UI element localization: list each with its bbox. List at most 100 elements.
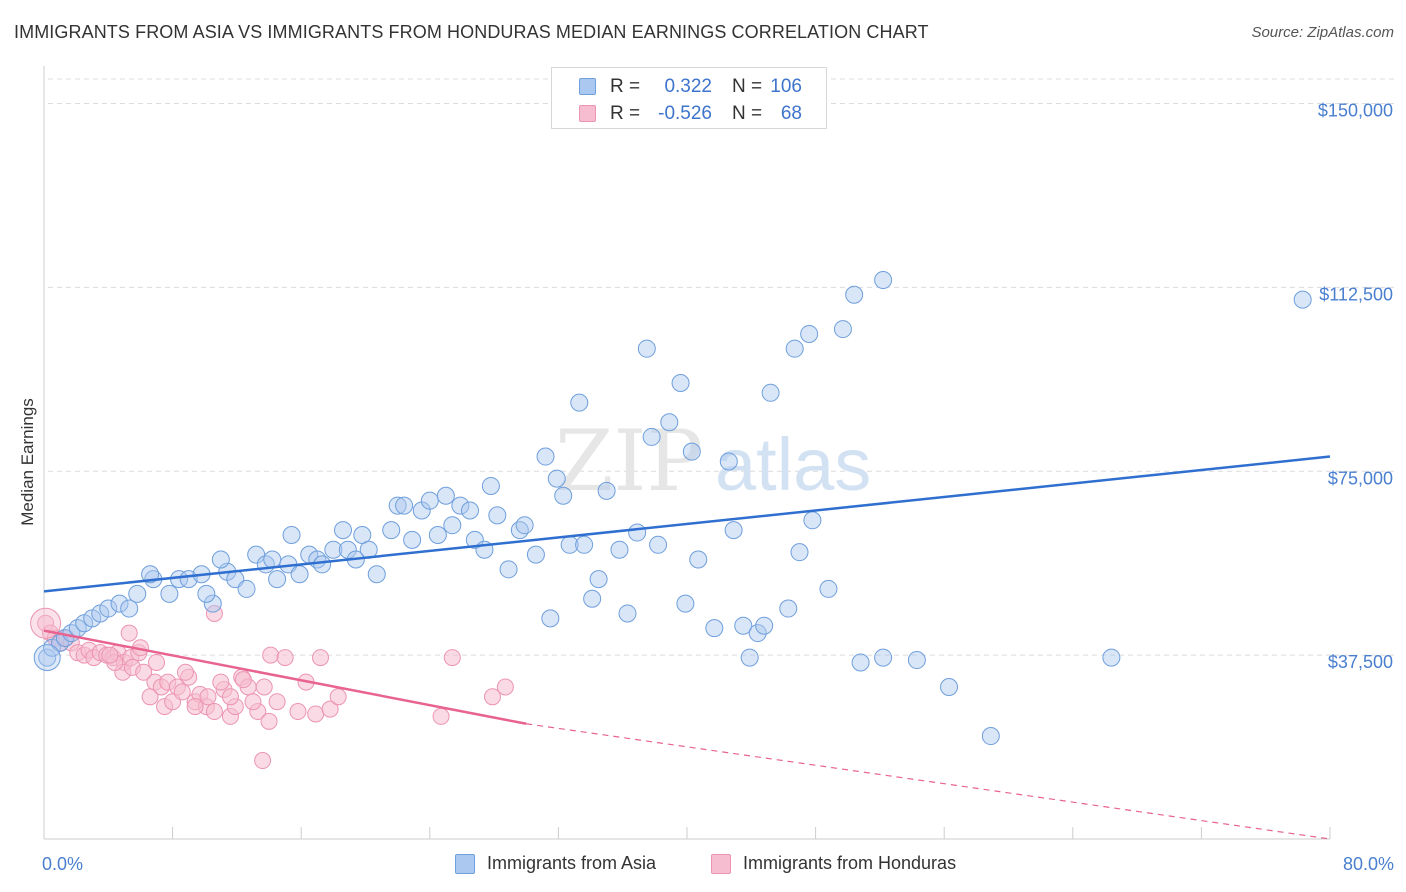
honduras-point [221,688,239,706]
x-tick-marks [43,827,1331,839]
asia-point [583,589,602,608]
stats-n-label: N = [732,103,763,124]
asia-point [803,511,822,530]
asia-point [785,339,804,358]
asia-point [110,594,129,613]
asia-point [388,496,407,515]
asia-point [689,550,708,569]
honduras-point [173,683,191,701]
stats-r-value: 0.322 [664,76,712,97]
asia-point [618,604,637,623]
asia-point [282,526,301,544]
x-tick-max: 80.0% [1343,854,1394,874]
honduras-point [496,678,514,696]
watermark: ZIP atlas [555,412,871,510]
asia-point [33,644,61,672]
asia-point [676,594,695,613]
stats-n-value: 106 [770,76,802,97]
asia-point [724,521,743,540]
asia-point [263,550,282,569]
asia-point [748,624,767,643]
asia-point [428,526,447,544]
asia-point [443,516,462,535]
asia-point [120,599,139,618]
asia-point [451,496,470,515]
honduras-point [186,698,204,716]
asia-point [637,339,656,358]
stats-row-asia: R = 0.322 N = 106 [552,74,826,100]
asia-point [705,619,724,638]
y-axis-label: Median Earnings [18,398,37,526]
asia-trend-line [43,455,1331,593]
honduras-point [205,703,223,721]
asia-point [481,476,500,495]
asia-point [541,609,560,628]
asia-point [488,506,507,525]
asia-point [268,570,287,589]
honduras-point [199,688,217,706]
asia-point [324,540,343,559]
asia-point [141,565,160,584]
asia-point [38,648,57,667]
honduras-point [262,646,280,664]
chart-title: IMMIGRANTS FROM ASIA VS IMMIGRANTS FROM … [14,22,929,42]
honduras-point [244,693,262,711]
honduras-point [307,705,325,723]
stats-r-label: R = [610,76,641,97]
asia-point [460,501,479,520]
asia-point [1102,648,1121,667]
honduras-point [212,673,230,691]
asia-point [940,678,959,696]
y-tick-label: $75,000 [1328,468,1393,488]
y-tick-label: $37,500 [1328,652,1393,672]
asia-point [333,521,352,540]
asia-point [203,594,222,613]
honduras-point [254,752,272,770]
asia-points [33,271,1312,746]
asia-point [800,324,819,343]
asia-point [671,374,690,392]
asia-point [660,413,679,432]
honduras-point [120,624,138,642]
asia-point [649,535,668,554]
asia-point [382,521,401,540]
honduras-point [135,663,153,681]
honduras-point [432,707,450,725]
asia-point [515,516,534,535]
honduras-point [255,678,273,696]
stats-n-value: 68 [780,103,802,124]
asia-point [1293,290,1312,309]
asia-point [436,486,455,505]
honduras-point [260,712,278,730]
asia-point [403,530,422,549]
honduras-point [329,688,347,706]
asia-point [420,491,439,510]
asia-point [575,535,594,554]
watermark-atlas: atlas [715,423,871,506]
asia-point [160,584,179,603]
asia-point [719,452,738,471]
asia-point [755,616,774,635]
asia-point [790,543,809,562]
asia-point [740,648,759,667]
stats-row-honduras: R = -0.526 N = 68 [552,101,826,127]
honduras-trend-line [43,629,527,726]
asia-point [761,383,780,402]
stats-box: R = 0.322 N = 106 R = -0.526 N = 68 [551,67,827,129]
asia-point [874,648,893,667]
asia-point [734,616,753,635]
honduras-point [30,607,62,639]
honduras-points [30,604,514,770]
asia-point [845,285,864,304]
asia-point [907,651,926,670]
asia-point [367,565,386,584]
asia-point [589,570,608,589]
asia-point [510,521,529,540]
asia-point [851,653,870,672]
asia-point [597,481,616,500]
asia-point [779,599,798,618]
asia-point [874,271,893,290]
asia-point [642,427,661,446]
honduras-point [234,671,252,689]
